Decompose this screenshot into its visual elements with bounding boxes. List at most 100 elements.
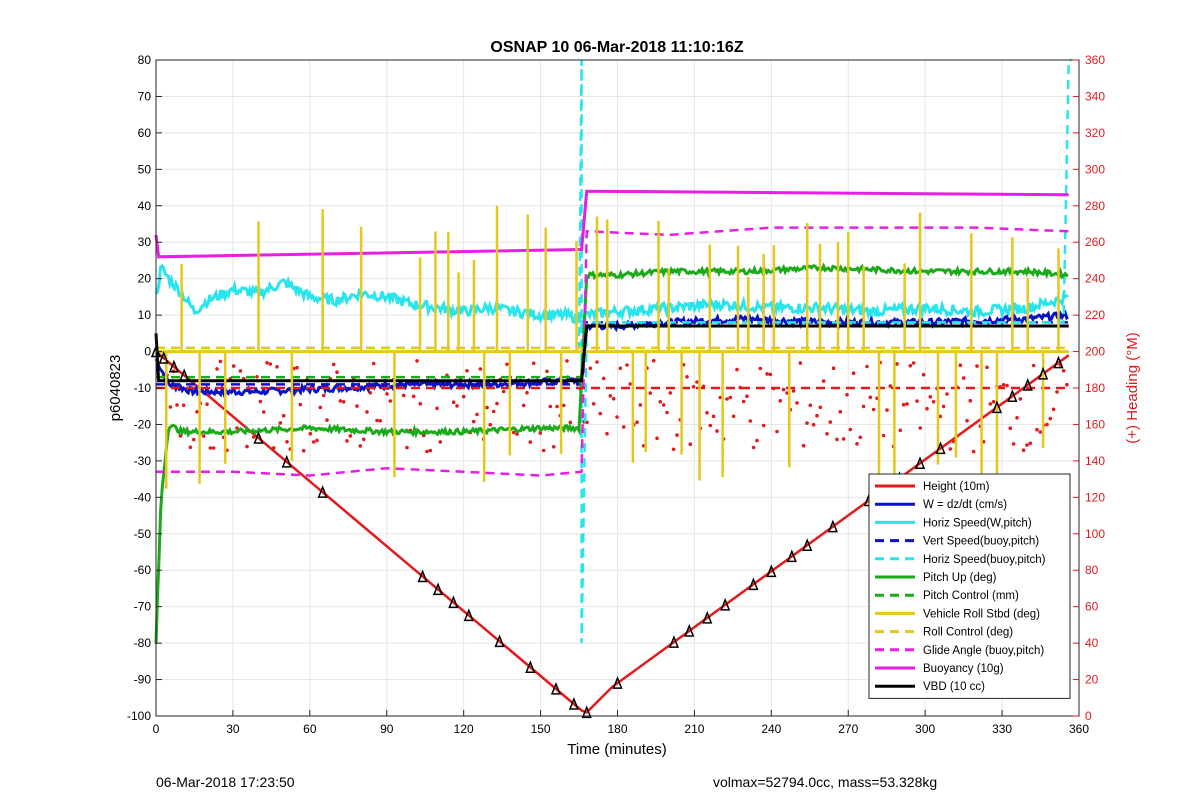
heading-dot bbox=[285, 440, 289, 444]
heading-dot bbox=[1015, 416, 1019, 420]
heading-dot bbox=[625, 363, 629, 367]
heading-dot bbox=[365, 410, 369, 414]
heading-dot bbox=[881, 433, 886, 438]
heading-dot bbox=[308, 431, 313, 436]
heading-dot bbox=[858, 435, 863, 440]
series-line-4 bbox=[156, 58, 1072, 644]
heading-dot bbox=[378, 419, 383, 423]
heading-dot bbox=[355, 404, 359, 408]
heading-dot bbox=[715, 429, 719, 433]
y-tick-label: 80 bbox=[138, 53, 152, 67]
heading-dot bbox=[348, 434, 353, 438]
heading-dot bbox=[318, 405, 323, 410]
heading-dot bbox=[851, 371, 856, 376]
y-tick-label: -40 bbox=[134, 490, 152, 504]
y2-tick-label: 160 bbox=[1085, 417, 1105, 431]
heading-dot bbox=[691, 385, 696, 389]
height-marker bbox=[991, 400, 1003, 414]
heading-dot bbox=[988, 402, 993, 406]
height-marker bbox=[158, 351, 169, 364]
heading-dot bbox=[1061, 369, 1066, 373]
height-marker bbox=[432, 582, 444, 596]
heading-dot bbox=[501, 389, 506, 394]
heading-dot bbox=[925, 406, 929, 411]
heading-dot bbox=[968, 398, 973, 403]
heading-dot bbox=[971, 449, 976, 454]
heading-dot bbox=[588, 366, 593, 371]
heading-dot bbox=[941, 404, 946, 409]
heading-dot bbox=[831, 366, 836, 371]
heading-dot bbox=[751, 445, 756, 450]
heading-dot bbox=[918, 426, 923, 430]
height-marker bbox=[786, 549, 797, 563]
heading-dot bbox=[725, 397, 729, 401]
heading-dot bbox=[885, 408, 889, 412]
heading-dot bbox=[325, 418, 329, 422]
y2-tick-label: 220 bbox=[1085, 308, 1105, 322]
y-tick-label: 20 bbox=[138, 272, 152, 286]
x-tick-label: 300 bbox=[915, 722, 935, 736]
heading-dot bbox=[928, 395, 933, 399]
legend-label: Pitch Up (deg) bbox=[923, 572, 997, 584]
heading-dot bbox=[375, 418, 379, 423]
height-marker bbox=[581, 705, 592, 719]
heading-dot bbox=[808, 403, 813, 408]
heading-dot bbox=[598, 411, 603, 416]
heading-dot bbox=[568, 420, 573, 425]
heading-dot bbox=[368, 391, 373, 395]
height-marker bbox=[168, 359, 180, 373]
heading-dot bbox=[205, 402, 209, 407]
heading-dot bbox=[178, 434, 183, 438]
heading-dot bbox=[765, 372, 769, 376]
heading-dot bbox=[621, 425, 626, 429]
heading-dot bbox=[905, 402, 909, 406]
height-marker bbox=[317, 485, 328, 498]
heading-dot bbox=[791, 389, 796, 393]
heading-dot bbox=[835, 437, 839, 442]
y-tick-label: -30 bbox=[134, 454, 152, 468]
x-tick-label: 270 bbox=[838, 722, 858, 736]
y2-tick-label: 140 bbox=[1085, 454, 1105, 468]
heading-dot bbox=[338, 399, 343, 403]
heading-dot bbox=[435, 406, 439, 411]
heading-dot bbox=[208, 446, 213, 450]
height-marker bbox=[463, 608, 474, 622]
height-marker bbox=[1038, 366, 1049, 380]
heading-dot bbox=[845, 392, 849, 397]
heading-dot bbox=[768, 372, 773, 377]
heading-dot bbox=[545, 369, 549, 374]
heading-dot bbox=[561, 403, 566, 408]
heading-dot bbox=[948, 447, 953, 451]
y-tick-label: -50 bbox=[134, 527, 152, 541]
height-marker bbox=[550, 681, 562, 695]
heading-dot bbox=[1065, 382, 1069, 387]
series-line-11 bbox=[154, 324, 1069, 383]
heading-dot bbox=[565, 359, 569, 363]
heading-dot bbox=[605, 431, 609, 436]
heading-dot bbox=[658, 400, 663, 404]
legend-label: Roll Control (deg) bbox=[923, 627, 1013, 639]
heading-dot bbox=[671, 447, 676, 452]
height-marker bbox=[668, 635, 680, 648]
heading-dot bbox=[345, 439, 349, 443]
heading-dot bbox=[195, 410, 199, 414]
heading-dot bbox=[821, 379, 826, 383]
heading-dot bbox=[961, 376, 966, 380]
height-marker bbox=[1053, 355, 1064, 369]
heading-dot bbox=[301, 448, 306, 453]
y-tick-label: -20 bbox=[134, 417, 152, 431]
heading-dot bbox=[261, 410, 266, 414]
heading-dot bbox=[648, 391, 653, 395]
x-tick-label: 60 bbox=[303, 722, 317, 736]
heading-dot bbox=[275, 365, 279, 369]
heading-dot bbox=[778, 399, 783, 403]
height-marker bbox=[525, 660, 536, 674]
heading-dot bbox=[475, 412, 479, 417]
legend-label: W = dz/dt (cm/s) bbox=[923, 499, 1007, 511]
heading-dot bbox=[538, 431, 543, 435]
heading-dot bbox=[705, 411, 709, 415]
x-axis-label: Time (minutes) bbox=[567, 741, 666, 758]
series-line-5 bbox=[154, 262, 1069, 644]
height-marker bbox=[935, 441, 946, 455]
